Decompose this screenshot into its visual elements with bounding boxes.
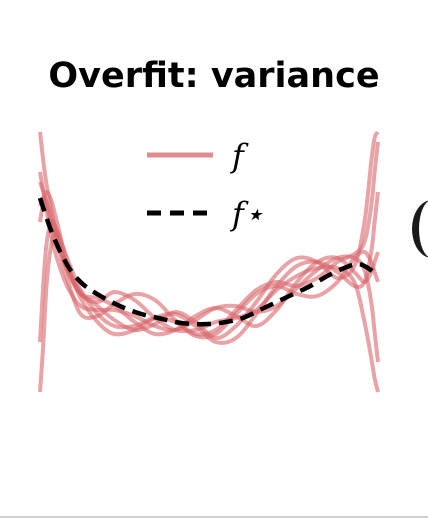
true-function-layer (37, 197, 380, 327)
fit-curve-6 (38, 195, 380, 337)
true-function-curve (37, 197, 380, 327)
legend: f f⋆ (147, 137, 264, 233)
series-layer (38, 130, 380, 393)
fit-curve-7 (38, 141, 380, 343)
bottom-divider (0, 516, 428, 518)
chart-title: Overfit: variance (48, 56, 380, 96)
legend-label-f-star: f⋆ (230, 195, 264, 233)
fit-curve-4 (38, 190, 380, 345)
fit-curve-5 (38, 171, 380, 363)
legend-label-f: f (230, 137, 249, 175)
cropped-edge-shape (412, 200, 428, 258)
